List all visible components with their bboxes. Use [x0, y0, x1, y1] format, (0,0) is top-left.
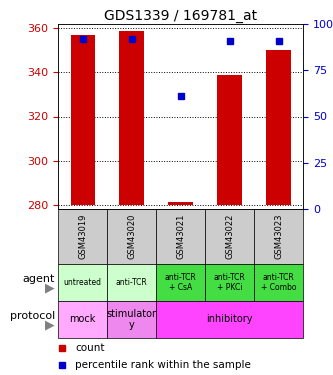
- Bar: [254, 209, 303, 264]
- Text: stimulator
y: stimulator y: [107, 309, 157, 330]
- Bar: [266, 50, 291, 205]
- Text: GSM43023: GSM43023: [274, 214, 283, 259]
- Text: ▶: ▶: [45, 318, 55, 332]
- Text: mock: mock: [70, 315, 96, 324]
- Bar: [71, 35, 95, 205]
- Text: GSM43020: GSM43020: [127, 214, 136, 259]
- Bar: [156, 301, 303, 338]
- Text: protocol: protocol: [10, 311, 55, 321]
- Bar: [254, 264, 303, 301]
- Text: GSM43021: GSM43021: [176, 214, 185, 259]
- Text: anti-TCR
+ Combo: anti-TCR + Combo: [261, 273, 296, 292]
- Text: anti-TCR
+ CsA: anti-TCR + CsA: [165, 273, 196, 292]
- Text: inhibitory: inhibitory: [206, 315, 253, 324]
- Bar: [120, 31, 144, 205]
- Text: untreated: untreated: [64, 278, 102, 287]
- Bar: [205, 264, 254, 301]
- Title: GDS1339 / 169781_at: GDS1339 / 169781_at: [104, 9, 257, 23]
- Text: GSM43022: GSM43022: [225, 214, 234, 259]
- Bar: [156, 264, 205, 301]
- Text: GSM43019: GSM43019: [78, 214, 87, 259]
- Bar: [58, 209, 107, 264]
- Bar: [107, 209, 156, 264]
- Bar: [58, 264, 107, 301]
- Text: anti-TCR
+ PKCi: anti-TCR + PKCi: [214, 273, 245, 292]
- Bar: [205, 209, 254, 264]
- Bar: [107, 264, 156, 301]
- Text: count: count: [75, 344, 105, 353]
- Bar: [217, 75, 242, 205]
- Text: anti-TCR: anti-TCR: [116, 278, 148, 287]
- Bar: [168, 202, 193, 205]
- Text: agent: agent: [23, 274, 55, 284]
- Bar: [107, 301, 156, 338]
- Text: ▶: ▶: [45, 282, 55, 294]
- Text: percentile rank within the sample: percentile rank within the sample: [75, 360, 251, 370]
- Bar: [156, 209, 205, 264]
- Bar: [58, 301, 107, 338]
